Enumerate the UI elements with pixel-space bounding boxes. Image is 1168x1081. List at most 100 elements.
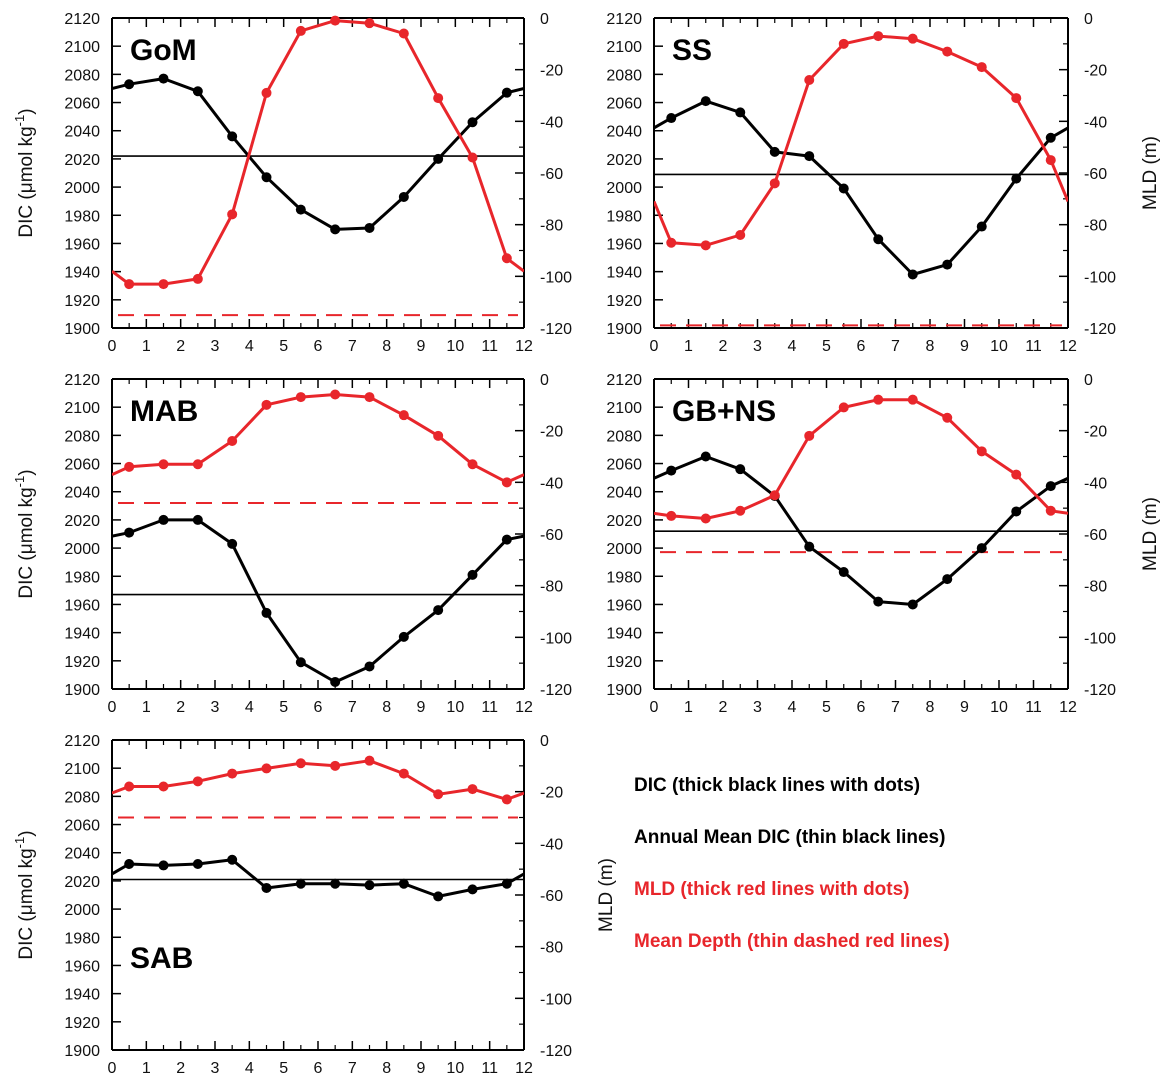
mld-point	[666, 237, 677, 248]
x-tick-label: 0	[650, 699, 659, 716]
y-tick-label-left: 2080	[606, 67, 642, 84]
dic-point	[227, 538, 238, 549]
y-tick-label-left: 2060	[64, 96, 100, 113]
legend: DIC (thick black lines with dots) Annual …	[634, 775, 950, 952]
y-tick-label-left: 2040	[64, 846, 100, 863]
dic-point	[364, 222, 375, 233]
mld-point	[330, 15, 341, 26]
dic-series-line	[654, 99, 1068, 276]
y-tick-label-right: -40	[1084, 475, 1107, 492]
y-tick-label-left: 2020	[606, 513, 642, 530]
dic-point	[804, 541, 815, 552]
dic-point	[158, 514, 169, 525]
y-tick-label-left: 1940	[64, 265, 100, 282]
chart-panel-gbns: 0 1 2 3 4 5 6 7 8 9 10 11 12190019201940196019802000…	[606, 372, 1161, 716]
dic-point	[227, 131, 238, 142]
y-tick-label-left: 2100	[64, 400, 100, 417]
legend-mld: MLD (thick red lines with dots)	[634, 879, 910, 900]
dic-point	[295, 657, 306, 668]
y-tick-label-left: 2060	[64, 457, 100, 474]
y-tick-label-right: -100	[540, 991, 572, 1008]
mld-series-line	[654, 398, 1068, 520]
x-tick-label: 11	[481, 699, 498, 716]
x-tick-label: 12	[1059, 338, 1077, 355]
dic-series-line	[654, 455, 1068, 606]
dic-point	[501, 878, 512, 889]
y-tick-label-right: -120	[1084, 682, 1116, 699]
mld-series-line	[112, 759, 524, 801]
mld-point	[364, 392, 375, 403]
dic-point	[433, 153, 444, 164]
x-tick-label: 0	[108, 699, 117, 716]
y-tick-label-right: -60	[540, 166, 563, 183]
y-tick-label-left: 1920	[64, 1015, 100, 1032]
dic-point	[330, 224, 341, 235]
y-tick-label-right: -100	[540, 269, 572, 286]
dic-point	[1045, 132, 1056, 143]
dic-point	[433, 891, 444, 902]
y-tick-label-left: 2060	[64, 818, 100, 835]
x-tick-label: 8	[382, 1060, 391, 1077]
y-axis-title-right: MLD (m)	[1140, 136, 1161, 210]
y-axis-title-end: )	[16, 108, 37, 114]
x-tick-label: 4	[788, 338, 797, 355]
x-tick-label: 9	[960, 338, 969, 355]
y-tick-label-right: 0	[1084, 11, 1093, 28]
y-tick-label-right: -120	[540, 1043, 572, 1060]
x-tick-label: 10	[990, 338, 1008, 355]
x-tick-label: 11	[481, 338, 498, 355]
mld-point	[158, 459, 169, 470]
x-tick-label: 12	[1059, 699, 1077, 716]
mld-point	[501, 477, 512, 488]
mld-point	[976, 62, 987, 73]
y-tick-label-left: 2040	[606, 124, 642, 141]
mld-point	[501, 794, 512, 805]
y-tick-label-left: 2120	[64, 11, 100, 28]
x-tick-label: 10	[446, 1060, 464, 1077]
y-tick-label-right: -40	[540, 114, 563, 131]
mld-point	[1011, 469, 1022, 480]
x-tick-label: 6	[314, 699, 323, 716]
y-tick-label-right: -20	[540, 424, 563, 441]
mld-series-line	[112, 19, 524, 286]
mld-point	[467, 459, 478, 470]
y-tick-label-left: 2100	[606, 400, 642, 417]
y-tick-label-left: 2020	[606, 152, 642, 169]
mld-point	[227, 768, 238, 779]
y-axis-title-text: DIC (μmol kg	[16, 487, 37, 598]
mld-point	[907, 394, 918, 405]
mld-point	[330, 760, 341, 771]
y-tick-label-left: 2020	[64, 513, 100, 530]
dic-point	[907, 599, 918, 610]
dic-point	[873, 596, 884, 607]
y-tick-label-left: 1920	[64, 293, 100, 310]
x-tick-label: 4	[788, 699, 797, 716]
dic-series-line	[112, 77, 524, 231]
y-axis-title-right: MLD (m)	[1140, 497, 1161, 571]
dic-point	[330, 676, 341, 687]
y-tick-label-right: -120	[1084, 321, 1116, 338]
x-tick-label: 9	[417, 1060, 426, 1077]
mld-point	[838, 402, 849, 413]
mld-point	[907, 33, 918, 44]
mld-point	[873, 31, 884, 42]
chart-panel-mab: 0 1 2 3 4 5 6 7 8 9 10 11 12190019201940196019802000…	[12, 372, 572, 716]
chart-panel-gom: 0 1 2 3 4 5 6 7 8 9 10 11 12190019201940196019802000…	[12, 11, 572, 355]
y-tick-label-left: 1940	[64, 626, 100, 643]
y-tick-label-right: -20	[540, 63, 563, 80]
dic-point	[942, 574, 953, 585]
dic-point	[192, 86, 203, 97]
dic-point	[158, 860, 169, 871]
mld-point	[735, 230, 746, 240]
dic-point	[330, 878, 341, 889]
y-tick-label-left: 2100	[64, 761, 100, 778]
dic-point	[666, 113, 677, 124]
mld-point	[666, 510, 677, 521]
dic-point	[364, 661, 375, 672]
y-tick-label-left: 1960	[606, 236, 642, 253]
mld-point	[1045, 155, 1056, 166]
mld-point	[1045, 505, 1056, 516]
mld-point	[976, 446, 987, 457]
y-tick-label-right: -80	[1084, 579, 1107, 596]
y-tick-label-right: 0	[540, 733, 549, 750]
